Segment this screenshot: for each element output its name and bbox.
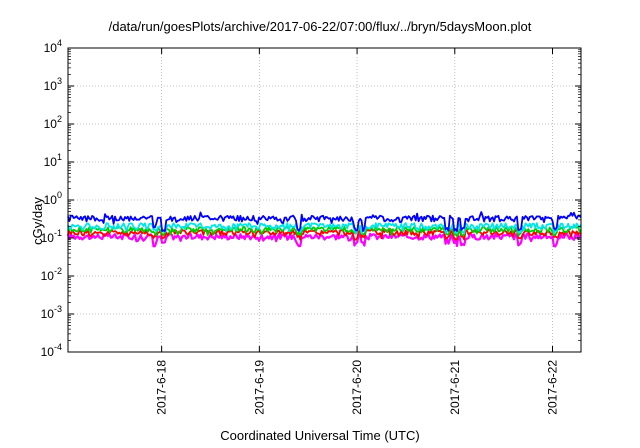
- x-tick-label: 2017-6-19: [252, 360, 266, 415]
- y-tick-label: 10-1: [41, 228, 62, 245]
- series-line: [66, 232, 582, 248]
- x-tick-label: 2017-6-18: [155, 360, 169, 415]
- series-line: [67, 222, 582, 235]
- y-tick-label: 10-4: [41, 342, 62, 359]
- series-line: [67, 225, 582, 238]
- series-lines: [66, 211, 582, 248]
- x-tick-label: 2017-6-21: [448, 360, 462, 415]
- y-tick-label: 100: [44, 190, 62, 207]
- x-tick-label: 2017-6-22: [546, 360, 560, 415]
- grid-lines: [68, 48, 581, 352]
- x-axis-label: Coordinated Universal Time (UTC): [220, 428, 420, 443]
- plot-frame: [67, 47, 582, 353]
- y-tick-label: 10-3: [41, 304, 62, 321]
- x-tick-label: 2017-6-20: [350, 360, 364, 415]
- y-tick-label: 10-2: [41, 266, 62, 283]
- axis-ticks: 10-4 10-3 10-2 10-1 100 101 102 103 104 2017-6-18…: [41, 38, 581, 415]
- y-tick-label: 103: [44, 76, 62, 93]
- y-tick-label: 104: [44, 38, 62, 55]
- y-tick-label: 101: [44, 152, 62, 169]
- series-line: [67, 211, 582, 233]
- y-tick-label: 102: [44, 114, 62, 131]
- chart-title: /data/run/goesPlots/archive/2017-06-22/0…: [108, 19, 532, 34]
